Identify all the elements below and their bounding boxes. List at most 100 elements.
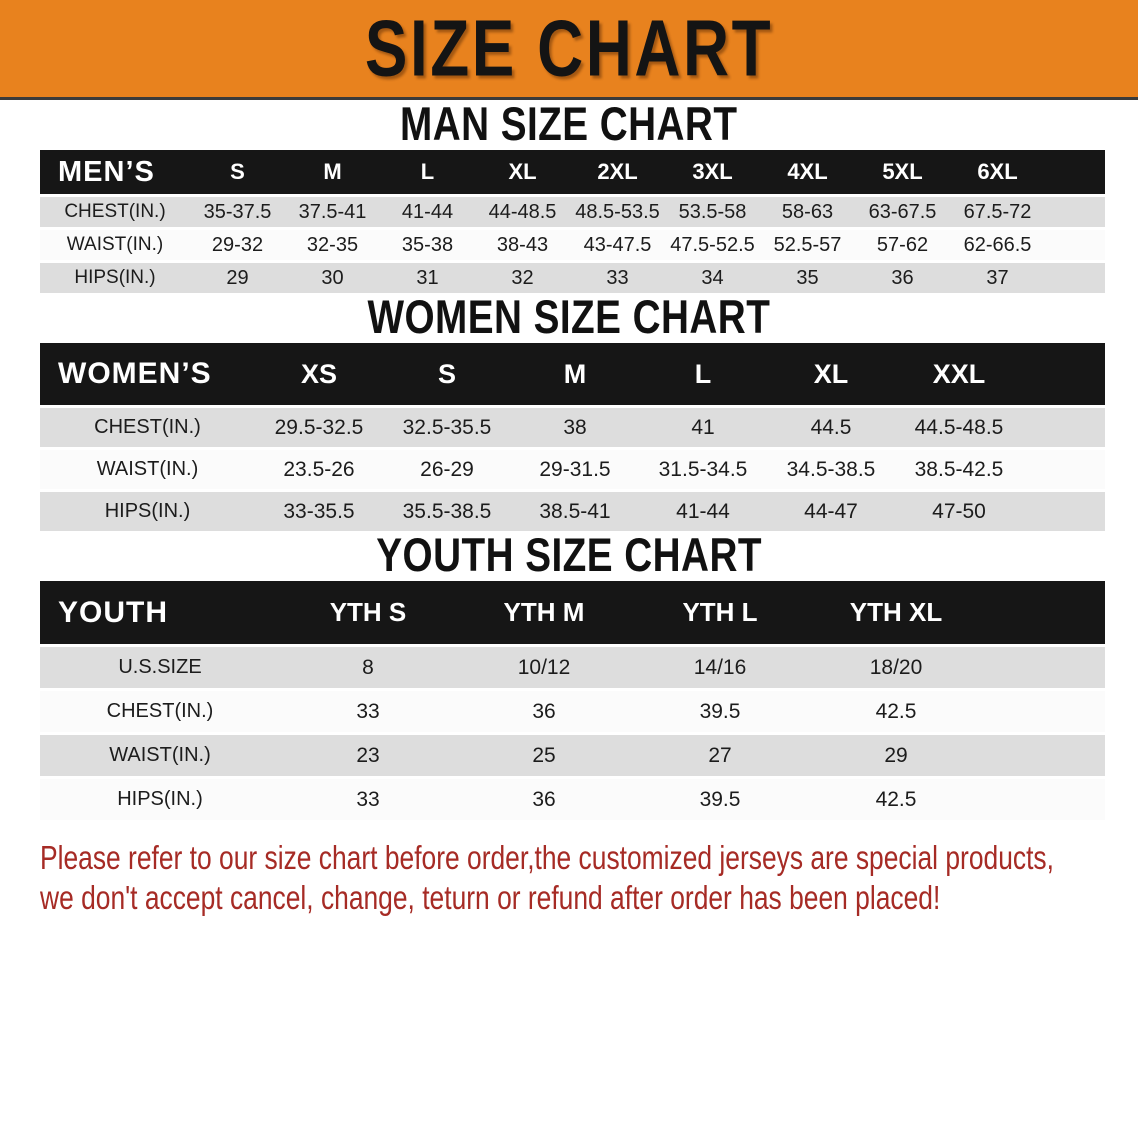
youth-table-row: U.S.SIZE 8 10/12 14/16 18/20 xyxy=(40,644,1105,688)
size-value: 47.5-52.5 xyxy=(665,227,760,260)
row-filler-cell xyxy=(1045,260,1105,293)
row-label: HIPS(IN.) xyxy=(40,489,255,531)
size-value: 31.5-34.5 xyxy=(639,447,767,489)
size-value: 36 xyxy=(855,260,950,293)
header-filler-cell xyxy=(1045,150,1105,194)
banner-title: SIZE CHART xyxy=(364,3,774,94)
size-chart-banner: SIZE CHART xyxy=(0,0,1138,100)
mens-table-row: CHEST(IN.) 35-37.5 37.5-41 41-44 44-48.5 48.5… xyxy=(40,194,1105,227)
size-value: 29 xyxy=(808,732,984,776)
mens-size-header: 3XL xyxy=(665,150,760,194)
size-value: 48.5-53.5 xyxy=(570,194,665,227)
size-value: 39.5 xyxy=(632,688,808,732)
size-value: 43-47.5 xyxy=(570,227,665,260)
size-value: 23.5-26 xyxy=(255,447,383,489)
row-filler-cell xyxy=(984,732,1105,776)
row-label: HIPS(IN.) xyxy=(40,776,280,820)
size-value: 36 xyxy=(456,688,632,732)
size-value: 39.5 xyxy=(632,776,808,820)
size-value: 44-48.5 xyxy=(475,194,570,227)
row-filler-cell xyxy=(984,688,1105,732)
size-value: 31 xyxy=(380,260,475,293)
size-value: 32.5-35.5 xyxy=(383,405,511,447)
size-value: 33 xyxy=(570,260,665,293)
size-value: 26-29 xyxy=(383,447,511,489)
youth-size-header: YTH S xyxy=(280,581,456,644)
mens-section-heading: MAN SIZE CHART xyxy=(400,98,738,151)
size-value: 62-66.5 xyxy=(950,227,1045,260)
womens-table-row: CHEST(IN.) 29.5-32.5 32.5-35.5 38 41 44.5 44.5… xyxy=(40,405,1105,447)
youth-size-section: YOUTH SIZE CHART YOUTH YTH S YTH M YTH L YTH… xyxy=(0,529,1138,820)
size-value: 33-35.5 xyxy=(255,489,383,531)
size-value: 35-38 xyxy=(380,227,475,260)
size-value: 33 xyxy=(280,776,456,820)
womens-size-header: M xyxy=(511,343,639,405)
size-value: 37 xyxy=(950,260,1045,293)
womens-size-table: WOMEN’S XS S M L XL XXL CHEST(IN.) 29.5-32.5 32.5… xyxy=(40,343,1105,531)
row-label: CHEST(IN.) xyxy=(40,688,280,732)
row-label: HIPS(IN.) xyxy=(40,260,190,293)
youth-section-heading: YOUTH SIZE CHART xyxy=(376,529,762,582)
disclaimer-line-2: we don't accept cancel, change, teturn o… xyxy=(40,879,941,917)
row-filler-cell xyxy=(984,644,1105,688)
womens-section-heading: WOMEN SIZE CHART xyxy=(367,291,771,344)
size-value: 57-62 xyxy=(855,227,950,260)
size-value: 52.5-57 xyxy=(760,227,855,260)
size-value: 44.5-48.5 xyxy=(895,405,1023,447)
mens-size-header: 6XL xyxy=(950,150,1045,194)
disclaimer-line-1: Please refer to our size chart before or… xyxy=(40,839,1054,876)
size-value: 37.5-41 xyxy=(285,194,380,227)
womens-size-header: S xyxy=(383,343,511,405)
youth-size-header: YTH XL xyxy=(808,581,984,644)
size-value: 35-37.5 xyxy=(190,194,285,227)
row-label: CHEST(IN.) xyxy=(40,405,255,447)
youth-size-header: YTH M xyxy=(456,581,632,644)
mens-size-header: XL xyxy=(475,150,570,194)
row-label: CHEST(IN.) xyxy=(40,194,190,227)
youth-size-header: YTH L xyxy=(632,581,808,644)
mens-size-header: L xyxy=(380,150,475,194)
mens-size-header: 2XL xyxy=(570,150,665,194)
size-value: 36 xyxy=(456,776,632,820)
size-value: 58-63 xyxy=(760,194,855,227)
youth-table-row: CHEST(IN.) 33 36 39.5 42.5 xyxy=(40,688,1105,732)
mens-size-header: S xyxy=(190,150,285,194)
size-value: 14/16 xyxy=(632,644,808,688)
size-value: 38-43 xyxy=(475,227,570,260)
size-value: 29 xyxy=(190,260,285,293)
size-chart-content: MAN SIZE CHART MEN’S S M L XL 2XL 3XL 4XL 5XL 6XL… xyxy=(0,98,1138,820)
size-value: 27 xyxy=(632,732,808,776)
row-filler-cell xyxy=(984,776,1105,820)
womens-size-header: L xyxy=(639,343,767,405)
mens-table-row: HIPS(IN.) 29 30 31 32 33 34 35 36 37 xyxy=(40,260,1105,293)
size-value: 34 xyxy=(665,260,760,293)
size-value: 29-32 xyxy=(190,227,285,260)
womens-size-header: XL xyxy=(767,343,895,405)
size-value: 38.5-41 xyxy=(511,489,639,531)
size-value: 42.5 xyxy=(808,776,984,820)
size-value: 33 xyxy=(280,688,456,732)
size-value: 34.5-38.5 xyxy=(767,447,895,489)
header-filler-cell xyxy=(984,581,1105,644)
size-value: 47-50 xyxy=(895,489,1023,531)
size-value: 53.5-58 xyxy=(665,194,760,227)
womens-size-section: WOMEN SIZE CHART WOMEN’S XS S M L XL XXL CHEST(… xyxy=(0,291,1138,531)
size-value: 35 xyxy=(760,260,855,293)
row-filler-cell xyxy=(1045,194,1105,227)
mens-table-row: WAIST(IN.) 29-32 32-35 35-38 38-43 43-47.5 47.… xyxy=(40,227,1105,260)
size-value: 41-44 xyxy=(380,194,475,227)
size-value: 38 xyxy=(511,405,639,447)
size-value: 41-44 xyxy=(639,489,767,531)
size-value: 29-31.5 xyxy=(511,447,639,489)
header-filler-cell xyxy=(1023,343,1105,405)
womens-size-header: XXL xyxy=(895,343,1023,405)
size-value: 35.5-38.5 xyxy=(383,489,511,531)
mens-size-header: M xyxy=(285,150,380,194)
size-value: 44.5 xyxy=(767,405,895,447)
row-label: WAIST(IN.) xyxy=(40,732,280,776)
size-value: 32-35 xyxy=(285,227,380,260)
mens-size-header: 5XL xyxy=(855,150,950,194)
size-value: 8 xyxy=(280,644,456,688)
row-filler-cell xyxy=(1023,447,1105,489)
size-value: 38.5-42.5 xyxy=(895,447,1023,489)
